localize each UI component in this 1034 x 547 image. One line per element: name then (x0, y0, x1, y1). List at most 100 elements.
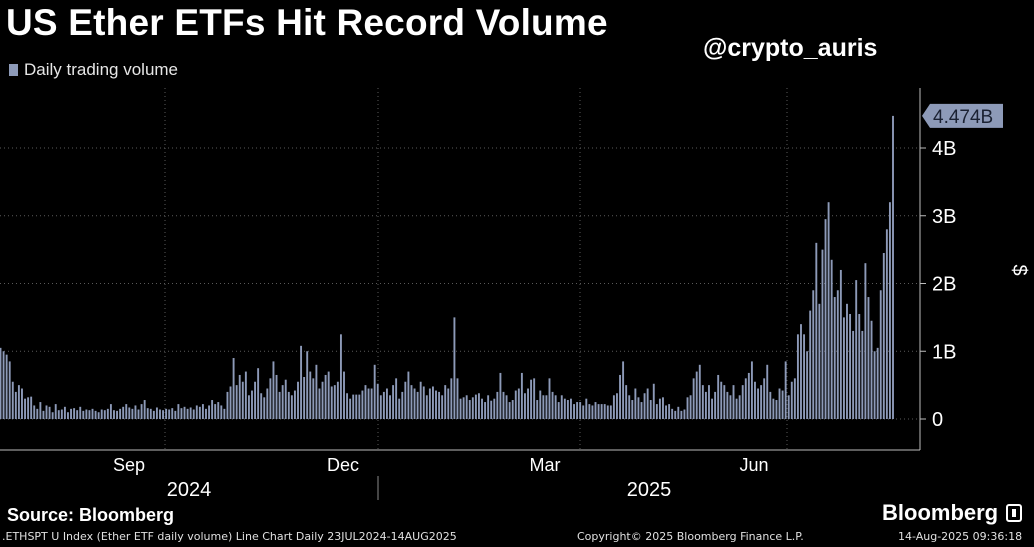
volume-bar (272, 361, 275, 419)
volume-bar (284, 379, 287, 419)
volume-bar (533, 378, 536, 419)
volume-bar (668, 404, 671, 419)
volume-bar (410, 385, 413, 420)
y-tick-label: 2B (932, 274, 956, 296)
volume-bar (514, 390, 517, 419)
volume-bar (195, 405, 198, 419)
volume-bar (88, 410, 91, 419)
volume-bar (465, 395, 468, 419)
volume-bar (625, 385, 628, 420)
volume-bar (775, 400, 778, 419)
volume-bar (754, 381, 756, 419)
legend: Daily trading volume (9, 60, 178, 80)
volume-bar (63, 406, 66, 419)
volume-bar (683, 409, 686, 419)
volume-bar (619, 374, 621, 419)
volume-bar (551, 391, 554, 419)
volume-bar (168, 409, 171, 419)
volume-bar (339, 334, 342, 419)
volume-bar (260, 393, 263, 419)
brand-label: Bloomberg (882, 500, 999, 525)
volume-bar (824, 219, 827, 419)
volume-bar (217, 402, 220, 419)
last-value-label: 4.474B (933, 107, 993, 128)
volume-bar (539, 390, 542, 419)
volume-bar (17, 385, 20, 420)
volume-bar (493, 398, 496, 419)
volume-bar (793, 378, 796, 419)
volume-bar (54, 404, 57, 419)
volume-bar (220, 405, 223, 419)
volume-bar (21, 388, 23, 419)
volume-bar (560, 395, 563, 419)
volume-bar (257, 368, 260, 419)
volume-bar (441, 395, 444, 419)
volume-bar (94, 410, 97, 419)
volume-bar (582, 405, 585, 419)
volume-bar (287, 391, 290, 419)
volume-bar (474, 394, 477, 419)
volume-bar (333, 385, 336, 420)
volume-bar (888, 202, 891, 419)
volume-bar (343, 371, 345, 419)
volume-bar (686, 397, 689, 419)
volume-bar (254, 381, 257, 419)
volume-bar (373, 364, 376, 419)
volume-bar (511, 400, 514, 419)
volume-bar (45, 405, 48, 419)
volume-bar (159, 409, 161, 419)
volume-bar (290, 395, 293, 419)
volume-bar (738, 395, 741, 419)
volume-bar (658, 398, 661, 419)
volume-bar (487, 395, 490, 419)
volume-bar (303, 377, 306, 419)
volume-bar (91, 408, 94, 419)
volume-bar (67, 412, 69, 419)
volume-bar (481, 398, 483, 419)
volume-bar (297, 381, 299, 419)
volume-bar (269, 378, 272, 419)
volume-bar (873, 351, 876, 419)
y-tick-label: 1B (932, 341, 956, 363)
volume-bar (352, 394, 355, 419)
volume-bar (349, 398, 352, 419)
volume-bar (324, 374, 327, 419)
author-handle: @crypto_auris (703, 34, 878, 62)
volume-bar (401, 391, 404, 419)
volume-bar (750, 361, 753, 419)
volume-bar (542, 395, 545, 419)
volume-bar (622, 361, 625, 419)
volume-bar (579, 402, 582, 419)
volume-bar (306, 351, 309, 419)
volume-bar (855, 280, 858, 419)
volume-bar (327, 371, 330, 419)
volume-bar (732, 385, 735, 420)
volume-bar (876, 347, 879, 419)
volume-bar (14, 391, 17, 419)
volume-bar (235, 385, 238, 420)
volume-bar (879, 290, 882, 419)
volume-bar (229, 386, 232, 419)
volume-bar (643, 393, 646, 419)
volume-bar (861, 330, 864, 419)
volume-bar (637, 397, 640, 419)
bloomberg-terminal-icon (1006, 504, 1023, 522)
volume-bar (73, 408, 76, 419)
volume-bar (708, 385, 710, 420)
volume-bar (757, 388, 759, 419)
y-tick-label: 4B (932, 138, 956, 160)
volume-bar (729, 395, 732, 419)
volume-bar (471, 397, 474, 419)
volume-bar (606, 405, 609, 419)
volume-bar (566, 400, 569, 419)
volume-bar (318, 388, 321, 419)
volume-bar (5, 354, 8, 419)
x-year-label: 2024 (167, 479, 212, 501)
volume-bar (205, 408, 207, 419)
volume-bar (809, 310, 812, 419)
volume-bar (803, 334, 806, 419)
volume-bar (435, 390, 437, 419)
volume-bar (116, 410, 118, 419)
volume-bar (671, 408, 674, 419)
volume-bar (594, 402, 597, 419)
